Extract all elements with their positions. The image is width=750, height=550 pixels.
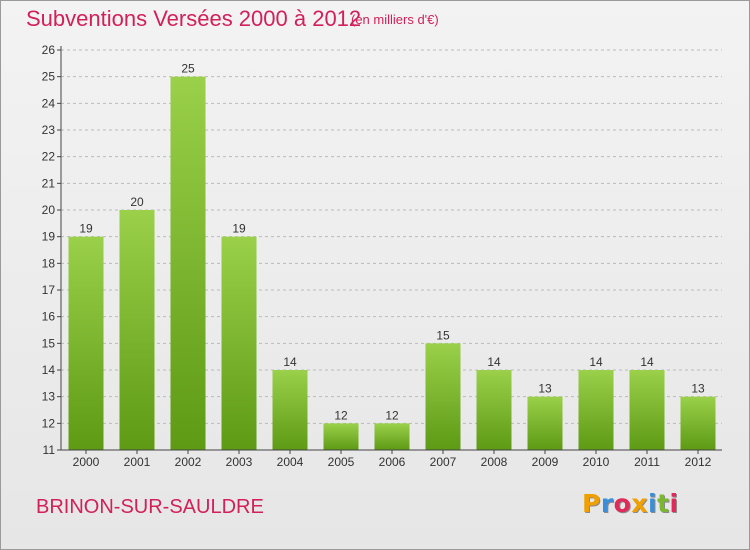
y-tick-label: 14: [42, 363, 56, 377]
x-tick-label: 2006: [379, 455, 406, 469]
y-tick-label: 16: [42, 310, 56, 324]
x-tick-label: 2012: [685, 455, 712, 469]
bar: [476, 370, 512, 450]
x-tick-label: 2000: [73, 455, 100, 469]
bar: [170, 76, 206, 451]
logo-letter: r: [600, 489, 614, 518]
logo-letter: o: [613, 489, 632, 518]
bar: [527, 396, 563, 450]
bar-value-label: 14: [589, 355, 603, 369]
y-tick-label: 21: [42, 176, 56, 190]
x-tick-label: 2003: [226, 455, 253, 469]
chart-subtitle: (en milliers d'€): [351, 12, 439, 27]
bar-value-label: 14: [283, 355, 297, 369]
bar-value-label: 19: [232, 222, 246, 236]
bar: [68, 236, 104, 450]
logo-letter: t: [657, 489, 670, 518]
x-tick-label: 2009: [532, 455, 559, 469]
bar: [578, 370, 614, 450]
bar-value-label: 13: [538, 382, 552, 396]
chart-title: Subventions Versées 2000 à 2012: [26, 6, 362, 31]
y-tick-label: 26: [42, 43, 56, 57]
y-tick-label: 20: [42, 203, 56, 217]
bar-value-label: 14: [487, 355, 501, 369]
x-tick-label: 2004: [277, 455, 304, 469]
y-tick-label: 19: [42, 230, 56, 244]
bar-value-label: 12: [334, 408, 348, 422]
grid-lines: [61, 49, 722, 424]
bar-value-label: 19: [79, 222, 93, 236]
axes: 11 12 13 14 15 16 17 18 19 20 21 22 23 24 25 26 2000 2001…: [42, 43, 722, 469]
proxiti-logo: Proxiti: [582, 489, 679, 518]
y-tick-label: 24: [42, 96, 56, 110]
x-tick-label: 2007: [430, 455, 457, 469]
x-tick-label: 2010: [583, 455, 610, 469]
y-tick-label: 11: [43, 443, 56, 457]
logo-letter: P: [582, 489, 601, 518]
y-tick-label: 13: [42, 390, 56, 404]
bar: [221, 236, 257, 450]
x-tick-label: 2011: [634, 455, 660, 469]
y-tick-label: 12: [42, 416, 56, 430]
x-tick-label: 2001: [124, 455, 151, 469]
y-tick-label: 25: [42, 70, 56, 84]
bar-value-label: 14: [640, 355, 654, 369]
y-tick-label: 22: [42, 150, 56, 164]
bar: [272, 370, 308, 450]
bars: 19 20 25 19 14 12 12 15 14 13 14 14 13: [68, 62, 716, 451]
bar: [629, 370, 665, 450]
commune-name: BRINON-SUR-SAULDRE: [36, 496, 264, 518]
bar-value-label: 25: [181, 62, 195, 76]
bar-value-label: 13: [691, 382, 705, 396]
y-tick-label: 23: [42, 123, 56, 137]
bar: [119, 210, 155, 450]
bar: [374, 423, 410, 450]
bar: [425, 343, 461, 450]
logo-letter: x: [631, 489, 648, 518]
y-tick-label: 17: [42, 283, 56, 297]
bar-value-label: 12: [385, 408, 399, 422]
bar-value-label: 20: [130, 195, 144, 209]
bar: [323, 423, 359, 450]
logo-letter: i: [648, 489, 658, 518]
bar: [680, 396, 716, 450]
x-tick-label: 2005: [328, 455, 355, 469]
bar-value-label: 15: [436, 328, 450, 342]
logo-letter: i: [669, 489, 679, 518]
x-tick-label: 2008: [481, 455, 508, 469]
x-tick-label: 2002: [175, 455, 202, 469]
y-tick-label: 18: [42, 256, 56, 270]
y-tick-label: 15: [42, 336, 56, 350]
